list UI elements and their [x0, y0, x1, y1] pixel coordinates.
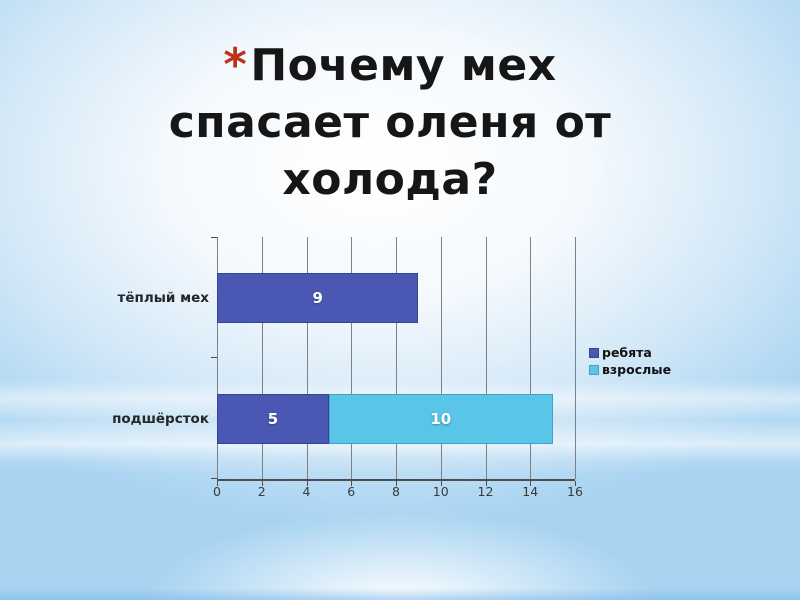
x-tick-label: 16 — [567, 484, 583, 499]
gridline — [485, 237, 487, 479]
gridline — [306, 237, 308, 479]
bar-segment-ребята: 9 — [217, 273, 419, 323]
plot-area: 9 5 10 — [211, 237, 576, 486]
title-text-1: Почему мех — [250, 40, 557, 91]
gridline — [351, 237, 353, 479]
y-axis-tick — [211, 237, 217, 238]
legend-label: взрослые — [602, 362, 672, 377]
y-axis-tick — [211, 478, 217, 479]
bullet-asterisk: * — [223, 38, 248, 91]
x-tick-label: 6 — [347, 484, 356, 499]
chart-legend: ребята взрослые — [589, 344, 671, 378]
gridline — [530, 237, 532, 479]
x-axis-tick — [530, 481, 532, 486]
x-tick-label: 8 — [392, 484, 400, 499]
x-tick-label: 14 — [522, 484, 539, 499]
legend-item: взрослые — [589, 361, 671, 378]
category-label: подшёрсток — [112, 411, 209, 427]
bar-segment-взрослые: 10 — [328, 394, 553, 444]
legend-swatch — [589, 364, 599, 375]
x-axis-tick — [261, 481, 263, 486]
x-tick-label: 10 — [432, 484, 449, 499]
bar-segment-ребята: 5 — [217, 394, 329, 444]
title-line-2: спасает оленя от — [168, 97, 612, 148]
title-line-1: *Почему мех — [70, 36, 710, 94]
x-axis-tick — [217, 481, 218, 486]
x-axis-tick — [575, 481, 576, 486]
x-tick-label: 0 — [213, 484, 221, 499]
y-axis-tick — [211, 357, 217, 358]
x-axis-tick — [485, 481, 487, 486]
gridline — [396, 237, 397, 479]
bar-value-label: 10 — [430, 410, 452, 428]
bar-value-label: 9 — [312, 289, 323, 307]
gridline — [575, 237, 576, 479]
legend-item: ребята — [589, 344, 671, 361]
x-tick-label: 2 — [257, 484, 266, 499]
x-axis-tick — [396, 481, 397, 486]
x-axis-tick — [306, 481, 308, 486]
gridline — [440, 237, 442, 479]
gridline — [217, 237, 218, 479]
x-tick-label: 4 — [302, 484, 311, 499]
x-axis-tick — [351, 481, 353, 486]
legend-swatch — [589, 347, 599, 358]
x-axis-tick — [440, 481, 442, 486]
bar-value-label: 5 — [267, 410, 279, 428]
category-label: тёплый мех — [117, 290, 209, 306]
gridline — [261, 237, 263, 479]
x-axis-labels: 0 2 4 6 8 10 12 14 16 — [213, 484, 583, 502]
title-line-3: холода? — [282, 154, 498, 205]
x-tick-label: 12 — [477, 484, 494, 499]
legend-label: ребята — [602, 345, 652, 360]
slide-title: *Почему мех спасает оленя от холода? — [70, 36, 710, 208]
